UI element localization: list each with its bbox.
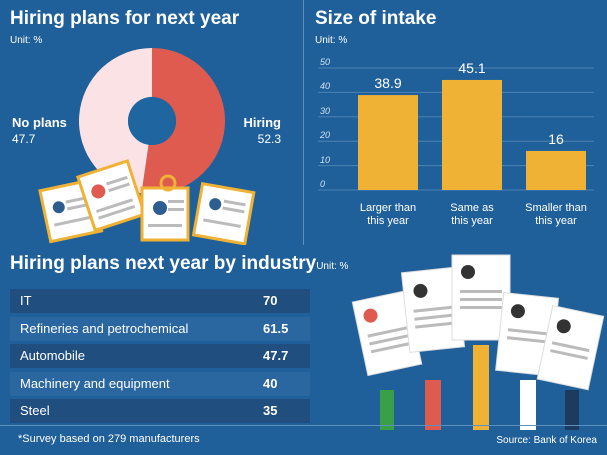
y-tick-label: 50 — [320, 57, 331, 67]
industry-value: 40 — [263, 375, 278, 391]
industry-value: 70 — [263, 293, 278, 308]
industry-name: Refineries and petrochemical — [20, 320, 189, 336]
no-plans-label: No plans 47.7 — [12, 115, 67, 147]
industry-name: IT — [20, 293, 32, 308]
no-plans-name: No plans — [12, 115, 67, 130]
source: Source: Bank of Korea — [496, 435, 597, 446]
industry-value: 35 — [263, 403, 278, 418]
table-row: Machinery and equipment 40 — [10, 371, 310, 396]
bar-chart-unit: Unit: % — [315, 35, 348, 46]
panel-divider — [303, 0, 304, 245]
y-tick-label: 40 — [320, 81, 331, 92]
no-plans-value: 47.7 — [12, 132, 36, 146]
hiring-label: Hiring 52.3 — [239, 115, 281, 147]
industry-table-title: Hiring plans next year by industryUnit: … — [10, 253, 348, 275]
bar-1 — [358, 95, 418, 190]
bar-chart-title: Size of intake — [315, 8, 437, 29]
table-row: Automobile 47.7 — [10, 344, 310, 368]
industry-value: 47.7 — [263, 348, 289, 363]
industry-value: 61.5 — [263, 320, 289, 336]
y-tick-label: 20 — [320, 130, 331, 141]
y-tick-label: 10 — [320, 154, 331, 165]
donut-slice-hiring — [141, 48, 225, 194]
bar-2 — [442, 79, 502, 190]
donut-chart-unit: Unit: % — [10, 35, 43, 46]
y-tick-label: 0 — [320, 179, 326, 189]
bar-value-label: 45.1 — [458, 59, 486, 76]
raised-hands-with-resumes-illustration — [351, 254, 605, 430]
y-tick-label: 30 — [320, 105, 331, 116]
industry-title-text: Hiring plans next year by industry — [10, 253, 317, 274]
donut-chart — [38, 47, 256, 245]
bar-category-label: Smaller than this year — [525, 202, 587, 227]
table-row: IT 70 — [10, 289, 310, 313]
donut-center — [128, 97, 176, 145]
bar-chart — [318, 67, 594, 191]
bar-category-label: Same as this year — [450, 202, 494, 227]
footer-divider — [0, 425, 607, 426]
resume-documents-illustration — [38, 159, 256, 245]
industry-name: Steel — [20, 403, 50, 418]
table-row: Steel 35 — [10, 399, 310, 423]
donut-chart-title: Hiring plans for next year — [10, 8, 240, 29]
bar-value-label: 16 — [548, 130, 564, 147]
industry-name: Automobile — [20, 348, 86, 363]
hiring-name: Hiring — [243, 115, 281, 130]
bar-value-label: 38.9 — [374, 75, 402, 92]
bar-3 — [526, 150, 586, 190]
industry-unit: Unit: % — [316, 261, 349, 272]
bar-category-label: Larger than this year — [359, 202, 417, 227]
footnote: *Survey based on 279 manufacturers — [18, 433, 200, 445]
donut-slice-no-plans — [78, 47, 152, 194]
industry-name: Machinery and equipment — [20, 375, 170, 391]
table-row: Refineries and petrochemical 61.5 — [10, 316, 310, 341]
hiring-value: 52.3 — [257, 132, 281, 146]
